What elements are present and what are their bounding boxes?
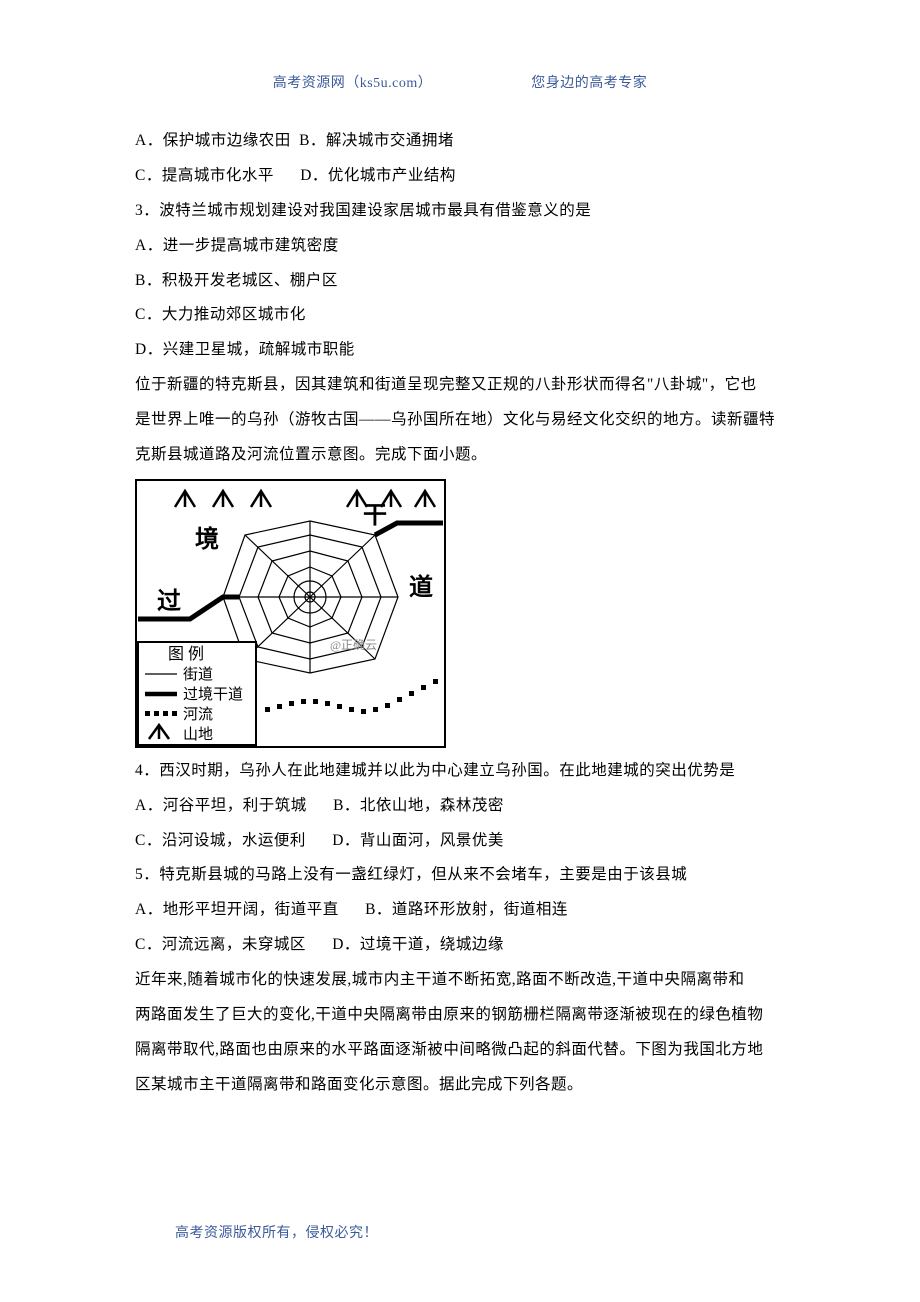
q5-opt-b: B．道路环形放射，街道相连 (365, 893, 568, 928)
q2-options-row2: C．提高城市化水平 D．优化城市产业结构 (135, 159, 785, 194)
q5-row2: C．河流远离，未穿城区 D．过境干道，绕城边缘 (135, 928, 785, 963)
svg-text:街道: 街道 (183, 666, 213, 683)
svg-text:道: 道 (409, 573, 433, 601)
q5-opt-c: C．河流远离，未穿城区 (135, 928, 306, 963)
svg-text:过: 过 (157, 588, 181, 615)
svg-text:山地: 山地 (183, 726, 213, 743)
q3-opt-d: D．兴建卫星城，疏解城市职能 (135, 333, 785, 368)
q2-opt-d: D．优化城市产业结构 (300, 159, 456, 194)
svg-text:河流: 河流 (183, 706, 213, 723)
passage2-l2: 两路面发生了巨大的变化,干道中央隔离带由原来的钢筋栅栏隔离带逐渐被现在的绿色植物 (135, 998, 785, 1033)
header-left: 高考资源网（ks5u.com） (273, 72, 433, 92)
passage2-l4: 区某城市主干道隔离带和路面变化示意图。据此完成下列各题。 (135, 1068, 785, 1103)
q2-opt-a: A．保护城市边缘农田 (135, 124, 291, 159)
q4-stem: 4．西汉时期，乌孙人在此地建城并以此为中心建立乌孙国。在此地建城的突出优势是 (135, 754, 785, 789)
passage1-l3: 克斯县城道路及河流位置示意图。完成下面小题。 (135, 438, 785, 473)
q5-stem: 5．特克斯县城的马路上没有一盏红绿灯，但从来不会堵车，主要是由于该县城 (135, 858, 785, 893)
passage1-l2: 是世界上唯一的乌孙（游牧古国——乌孙国所在地）文化与易经文化交织的地方。读新疆特 (135, 403, 785, 438)
q3-opt-a: A．进一步提高城市建筑密度 (135, 229, 785, 264)
q4-row1: A．河谷平坦，利于筑城 B．北依山地，森林茂密 (135, 789, 785, 824)
q3-stem: 3．波特兰城市规划建设对我国建设家居城市最具有借鉴意义的是 (135, 194, 785, 229)
q4-opt-d: D．背山面河，风景优美 (332, 824, 504, 859)
legend-title: 图 例 (168, 645, 204, 663)
page-header: 高考资源网（ks5u.com） 您身边的高考专家 (135, 72, 785, 92)
q4-opt-b: B．北依山地，森林茂密 (333, 789, 504, 824)
q4-opt-a: A．河谷平坦，利于筑城 (135, 789, 307, 824)
header-right: 您身边的高考专家 (531, 72, 647, 92)
passage2-l1: 近年来,随着城市化的快速发展,城市内主干道不断拓宽,路面不断改造,干道中央隔离带… (135, 963, 785, 998)
q4-row2: C．沿河设城，水运便利 D．背山面河，风景优美 (135, 824, 785, 859)
q4-opt-c: C．沿河设城，水运便利 (135, 824, 306, 859)
q5-row1: A．地形平坦开阔，街道平直 B．道路环形放射，街道相连 (135, 893, 785, 928)
passage1-l1: 位于新疆的特克斯县，因其建筑和街道呈现完整又正规的八卦形状而得名"八卦城"，它也 (135, 368, 785, 403)
q5-opt-d: D．过境干道，绕城边缘 (332, 928, 504, 963)
q3-opt-b: B．积极开发老城区、棚户区 (135, 264, 785, 299)
q5-opt-a: A．地形平坦开阔，街道平直 (135, 893, 339, 928)
passage2-l3: 隔离带取代,路面也由原来的水平路面逐渐被中间略微凸起的斜面代替。下图为我国北方地 (135, 1033, 785, 1068)
tekes-map-figure: 图 例 街道 过境干道 河流 山地 境 过 干 道 @正确云 (135, 479, 785, 748)
q2-opt-b: B．解决城市交通拥堵 (299, 124, 454, 159)
svg-text:境: 境 (195, 525, 219, 553)
svg-text:过境干道: 过境干道 (183, 685, 243, 703)
svg-text:@正确云: @正确云 (330, 638, 377, 652)
q3-opt-c: C．大力推动郊区城市化 (135, 298, 785, 333)
q2-options-row1: A．保护城市边缘农田 B．解决城市交通拥堵 (135, 124, 785, 159)
q2-opt-c: C．提高城市化水平 (135, 159, 274, 194)
page-footer: 高考资源版权所有，侵权必究！ (175, 1222, 378, 1242)
svg-text:干: 干 (363, 503, 387, 529)
